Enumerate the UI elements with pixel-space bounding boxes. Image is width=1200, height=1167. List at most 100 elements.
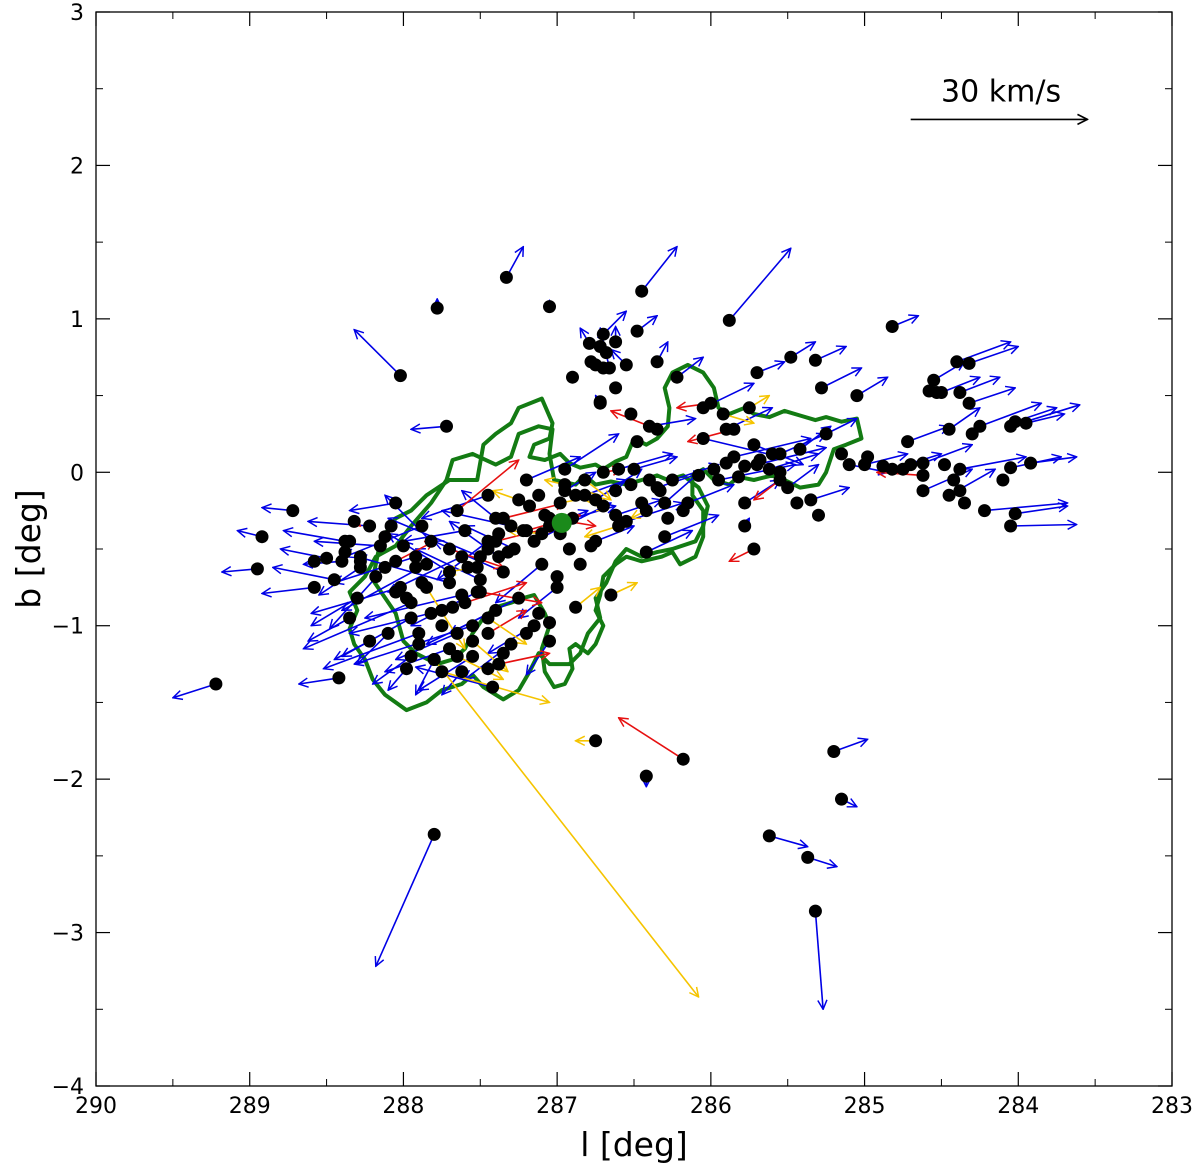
star-marker [676,752,690,766]
star-marker [732,470,745,484]
contour-outline-b [370,362,864,690]
star-marker [443,576,456,590]
blue-motion-arrow [645,531,692,553]
star-marker [930,386,944,399]
star-marker [466,619,480,633]
star-marker [209,677,223,691]
star-marker [404,649,418,663]
star-marker [578,473,592,487]
star-marker [582,336,596,350]
star-marker [793,442,807,456]
x-tick-label: 287 [536,1094,578,1119]
star-marker [815,381,828,395]
star-marker [762,829,776,843]
star-marker [562,542,576,556]
red-motion-arrow [464,583,527,604]
star-marker [307,580,321,594]
y-tick-label: 2 [70,154,84,179]
star-marker [443,565,456,579]
star-marker [727,422,741,436]
star-marker [435,619,449,633]
blue-motion-arrow [728,248,791,321]
star-marker [446,600,460,614]
blue-motion-arrow [416,549,481,581]
star-marker [435,665,449,679]
star-marker [1024,456,1038,470]
star-marker [481,611,495,625]
star-marker [450,649,464,663]
star-marker [712,473,725,487]
star-marker [650,355,664,369]
star-marker [942,488,956,502]
blue-motion-arrow [618,454,673,470]
x-tick-label: 283 [1151,1094,1193,1119]
blue-motion-arrow [1015,506,1067,515]
red-motion-arrow [487,610,526,635]
star-marker [842,458,856,472]
star-marker [609,508,623,522]
blue-motion-arrow [664,515,719,538]
star-marker [412,637,426,651]
star-marker [627,462,641,476]
star-marker [286,504,300,518]
star-marker [427,653,441,666]
x-tick-label: 289 [229,1094,271,1119]
star-marker [962,356,976,370]
star-marker [790,496,804,510]
star-marker [307,554,321,568]
star-marker [753,453,767,467]
star-marker [885,320,899,333]
star-marker [609,381,623,395]
star-marker [389,585,403,599]
star-marker [458,524,472,538]
star-marker [255,530,269,544]
star-marker [876,459,890,473]
red-motion-arrow [619,718,684,760]
star-marker [812,508,825,522]
star-marker [658,530,672,544]
star-marker [369,570,383,584]
star-marker [962,396,976,410]
star-marker [835,792,848,806]
star-marker [450,626,464,640]
star-marker [584,539,598,553]
blue-motion-arrow [357,557,450,584]
blue-motion-arrow [357,632,389,664]
star-marker [473,585,487,599]
star-marker [384,519,398,533]
star-marker [481,626,495,640]
star-marker [415,576,429,590]
star-marker [916,484,930,498]
star-marker [363,519,377,533]
star-marker [947,473,961,487]
star-marker [435,603,449,617]
star-marker [466,649,480,663]
star-marker [455,665,469,679]
star-marker [400,591,413,605]
blue-motion-arrow [959,377,1000,394]
blue-motion-arrow [1010,525,1077,527]
star-marker [492,657,506,671]
star-marker [953,484,967,498]
star-marker [427,827,441,841]
star-marker [353,554,367,568]
star-marker [676,504,690,518]
star-marker [722,313,736,327]
star-marker [996,473,1010,487]
star-marker [320,551,334,565]
velocity-scale: 30 km/s [910,74,1088,119]
star-marker [424,606,438,620]
star-marker [516,524,530,538]
blue-motion-arrow [373,655,412,684]
star-marker [415,519,429,533]
star-marker [1004,461,1018,475]
star-marker [501,545,515,559]
star-marker [450,504,464,518]
blue-motion-arrow [262,586,315,593]
star-marker [609,335,623,349]
star-marker [762,462,776,476]
star-marker [801,850,815,864]
star-marker [804,493,818,507]
star-marker [558,462,572,476]
blue-motion-arrow [595,526,634,543]
